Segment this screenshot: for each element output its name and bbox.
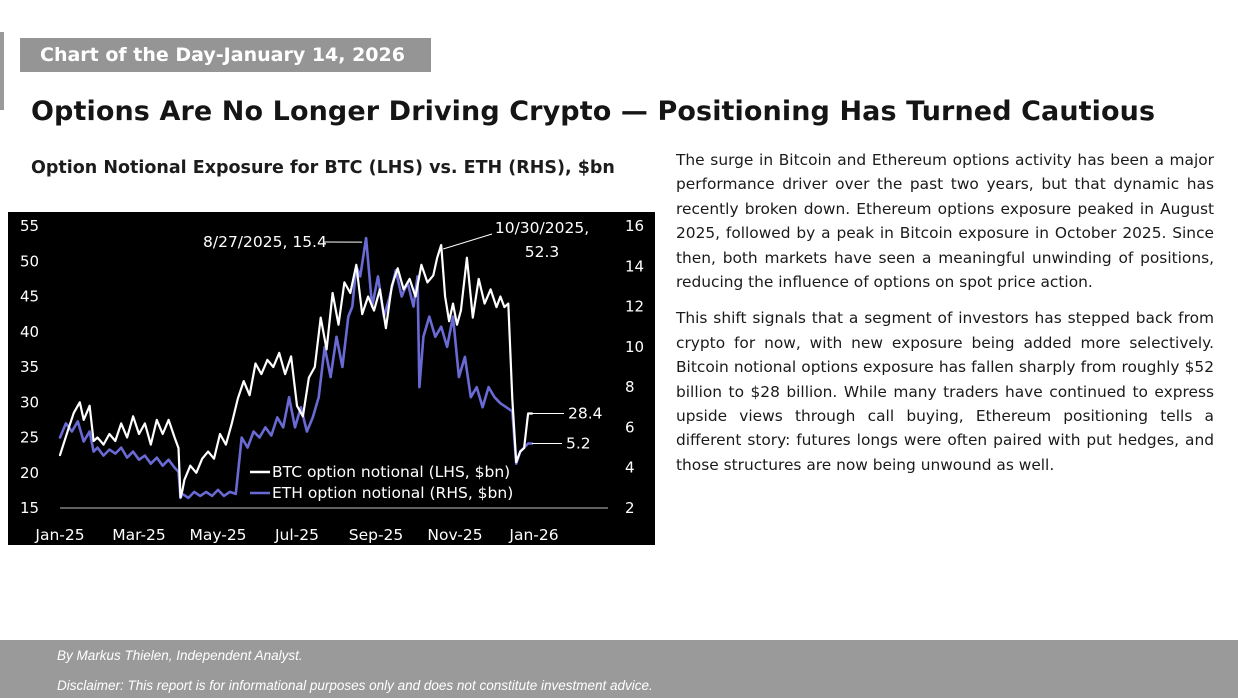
- annotation-btc-peak: 10/30/2025,: [495, 219, 589, 237]
- right-axis-tick-label: 10: [625, 338, 644, 356]
- date-banner: Chart of the Day-January 14, 2026: [20, 38, 431, 72]
- x-axis-tick-label: Nov-25: [427, 526, 482, 544]
- right-axis-tick-label: 8: [625, 378, 635, 396]
- annotation-btc-latest: 28.4: [568, 405, 603, 423]
- x-axis-tick-label: Jan-25: [34, 526, 84, 544]
- chart-title: Option Notional Exposure for BTC (LHS) v…: [31, 158, 615, 178]
- left-accent-bar: [0, 32, 4, 110]
- footer: By Markus Thielen, Independent Analyst. …: [0, 640, 1238, 698]
- page-title: Options Are No Longer Driving Crypto — P…: [31, 96, 1156, 127]
- footer-disclaimer: Disclaimer: This report is for informati…: [57, 678, 653, 693]
- left-axis-tick-label: 35: [20, 358, 39, 376]
- annotation-eth-peak: 8/27/2025, 15.4: [203, 233, 327, 251]
- annotation-btc-peak: 52.3: [525, 243, 560, 261]
- chart-panel: 15 20 25 30 35 40 45 50 55 2 4 6 8 10 12 14 16 Jan-25 Mar-…: [8, 212, 655, 545]
- footer-author: By Markus Thielen, Independent Analyst.: [57, 648, 303, 663]
- right-axis-tick-label: 2: [625, 499, 635, 517]
- left-axis-tick-label: 40: [20, 323, 39, 341]
- right-axis-tick-label: 14: [625, 257, 644, 275]
- right-axis-tick-label: 4: [625, 459, 635, 477]
- legend-label: ETH option notional (RHS, $bn): [272, 484, 513, 502]
- x-axis-tick-label: Mar-25: [112, 526, 166, 544]
- left-axis-tick-label: 30: [20, 393, 39, 411]
- annotation-leader: [443, 233, 493, 250]
- right-axis-tick-label: 6: [625, 418, 635, 436]
- annotation-eth-latest: 5.2: [566, 435, 591, 453]
- left-axis-tick-label: 50: [20, 252, 39, 270]
- x-axis-tick-label: Jul-25: [274, 526, 319, 544]
- btc-series-line: [58, 243, 534, 499]
- legend-label: BTC option notional (LHS, $bn): [272, 463, 510, 481]
- x-axis-tick-label: Sep-25: [349, 526, 404, 544]
- article-body: The surge in Bitcoin and Ethereum option…: [676, 148, 1214, 489]
- right-axis-tick-label: 16: [625, 217, 644, 235]
- left-axis-tick-label: 55: [20, 217, 39, 235]
- right-axis-tick-label: 12: [625, 298, 644, 316]
- left-axis-tick-label: 25: [20, 429, 39, 447]
- left-axis-tick-label: 20: [20, 464, 39, 482]
- left-axis-tick-label: 45: [20, 288, 39, 306]
- x-axis-tick-label: Jan-26: [508, 526, 558, 544]
- eth-series-line: [58, 236, 534, 500]
- option-notional-chart: 15 20 25 30 35 40 45 50 55 2 4 6 8 10 12 14 16 Jan-25 Mar-…: [20, 217, 644, 544]
- x-axis-tick-label: May-25: [189, 526, 246, 544]
- body-paragraph-1: The surge in Bitcoin and Ethereum option…: [676, 151, 1214, 292]
- left-axis-tick-label: 15: [20, 499, 39, 517]
- body-paragraph-2: This shift signals that a segment of inv…: [676, 309, 1214, 474]
